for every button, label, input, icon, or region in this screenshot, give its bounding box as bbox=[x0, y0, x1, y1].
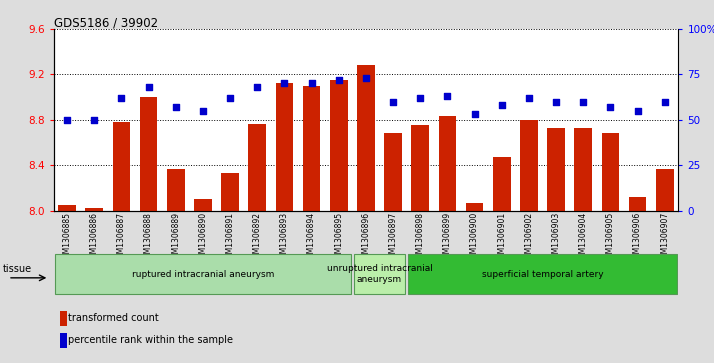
Bar bbox=[303, 86, 321, 211]
Text: tissue: tissue bbox=[3, 264, 32, 274]
Point bbox=[550, 99, 562, 105]
Bar bbox=[113, 122, 130, 211]
Bar bbox=[353, 254, 406, 294]
Bar bbox=[574, 128, 592, 211]
Bar bbox=[411, 126, 429, 211]
Bar bbox=[55, 254, 351, 294]
Point bbox=[442, 93, 453, 99]
Text: GDS5186 / 39902: GDS5186 / 39902 bbox=[54, 16, 158, 29]
Bar bbox=[466, 203, 483, 211]
Point bbox=[278, 81, 290, 86]
Point bbox=[306, 81, 317, 86]
Bar bbox=[276, 83, 293, 211]
Point bbox=[523, 95, 535, 101]
Text: ruptured intracranial aneurysm: ruptured intracranial aneurysm bbox=[132, 270, 274, 278]
Bar bbox=[629, 197, 646, 211]
Point bbox=[89, 117, 100, 123]
Point bbox=[388, 99, 399, 105]
Bar bbox=[60, 333, 66, 348]
Bar bbox=[86, 208, 103, 211]
Bar bbox=[330, 80, 348, 211]
Bar bbox=[60, 311, 66, 326]
Text: unruptured intracranial
aneurysm: unruptured intracranial aneurysm bbox=[326, 264, 433, 284]
Bar bbox=[221, 173, 239, 211]
Bar bbox=[408, 254, 677, 294]
Bar bbox=[438, 117, 456, 211]
Bar bbox=[140, 97, 158, 211]
Point bbox=[116, 95, 127, 101]
Bar bbox=[59, 205, 76, 211]
Text: superficial temporal artery: superficial temporal artery bbox=[482, 270, 603, 278]
Point bbox=[659, 99, 670, 105]
Bar bbox=[167, 168, 185, 211]
Point bbox=[496, 102, 508, 108]
Bar bbox=[248, 124, 266, 211]
Point bbox=[170, 104, 181, 110]
Point bbox=[61, 117, 73, 123]
Point bbox=[197, 108, 208, 114]
Point bbox=[578, 99, 589, 105]
Point bbox=[251, 84, 263, 90]
Bar bbox=[357, 65, 375, 211]
Bar bbox=[520, 120, 538, 211]
Bar bbox=[602, 133, 619, 211]
Bar bbox=[384, 133, 402, 211]
Bar bbox=[656, 168, 673, 211]
Point bbox=[224, 95, 236, 101]
Text: percentile rank within the sample: percentile rank within the sample bbox=[68, 335, 233, 345]
Text: transformed count: transformed count bbox=[68, 313, 159, 323]
Bar bbox=[194, 199, 212, 211]
Bar bbox=[547, 128, 565, 211]
Bar bbox=[493, 157, 511, 211]
Point bbox=[143, 84, 154, 90]
Point bbox=[415, 95, 426, 101]
Point bbox=[469, 111, 481, 117]
Point bbox=[632, 108, 643, 114]
Point bbox=[605, 104, 616, 110]
Point bbox=[333, 77, 344, 83]
Point bbox=[361, 75, 372, 81]
